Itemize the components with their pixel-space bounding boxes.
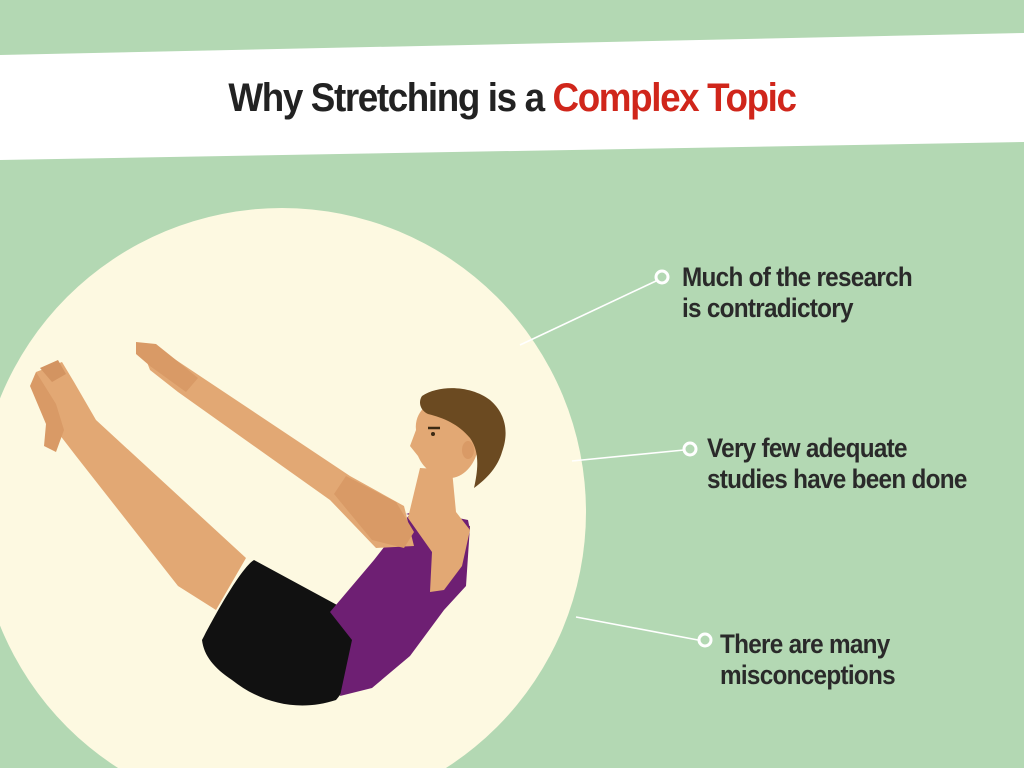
connector-dot-2	[682, 441, 698, 457]
bullet-3-line-1: There are many	[720, 629, 890, 659]
connector-dots	[654, 269, 713, 648]
bullet-1-line-2: is contradictory	[682, 293, 854, 323]
connector-lines	[519, 280, 699, 641]
bullet-few-studies: Very few adequate studies have been done	[707, 433, 967, 495]
connector-dot-3	[697, 632, 713, 648]
bullet-2-line-2: studies have been done	[707, 464, 967, 494]
connector-dot-1	[654, 269, 670, 285]
title-banner: Why Stretching is a Complex Topic	[0, 0, 1024, 170]
title-highlight: Complex Topic	[552, 76, 797, 120]
bullet-research-contradictory: Much of the research is contradictory	[682, 262, 913, 324]
connector-line-1	[519, 280, 657, 346]
bullet-misconceptions: There are many misconceptions	[720, 629, 896, 691]
page-title: Why Stretching is a Complex Topic	[41, 76, 983, 121]
title-prefix: Why Stretching is a	[228, 76, 545, 120]
bullet-2-line-1: Very few adequate	[707, 433, 908, 463]
bullet-1-line-1: Much of the research	[682, 262, 913, 292]
connector-line-3	[575, 616, 699, 641]
connector-line-2	[571, 449, 685, 462]
person-figure-icon	[30, 342, 506, 706]
bullet-3-line-2: misconceptions	[720, 660, 896, 690]
banner-shape	[0, 33, 1024, 160]
